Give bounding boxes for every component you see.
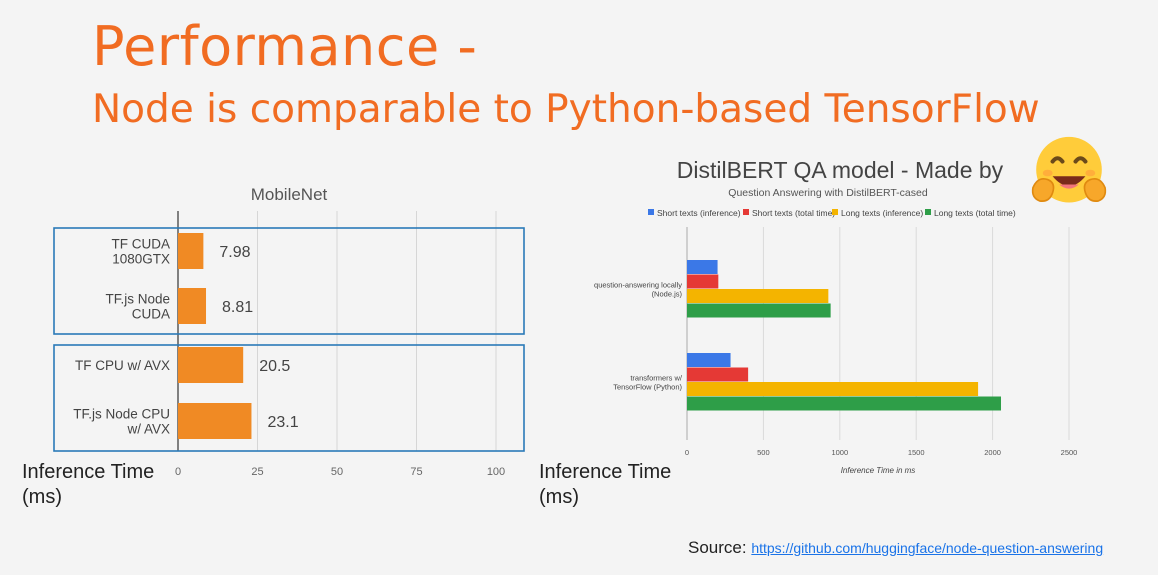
category-label: question-answering locally [594, 281, 682, 290]
category-label: transformers w/ [630, 374, 683, 383]
legend-swatch [743, 209, 749, 215]
x-tick-label: 75 [410, 466, 422, 478]
group-box [53, 344, 525, 452]
data-label: 7.98 [219, 244, 250, 261]
chart-title: Question Answering with DistilBERT-cased [728, 187, 928, 199]
hugging-face-icon [1031, 136, 1107, 203]
chart-title: MobileNet [251, 185, 328, 204]
bar [687, 353, 731, 367]
distilbert-chart: DistilBERT QA model - Made by Question An… [539, 157, 1078, 508]
legend-label: Short texts (inference) [657, 208, 741, 218]
data-label: 23.1 [267, 414, 298, 431]
data-label: 8.81 [222, 299, 253, 316]
bar [178, 347, 244, 383]
category-label: (Node.js) [652, 290, 683, 299]
x-tick-label: 50 [331, 466, 343, 478]
bar [178, 233, 204, 269]
category-label: TF.js Node CPU [73, 407, 170, 422]
x-tick-label: 100 [487, 466, 505, 478]
x-tick-label: 2500 [1061, 448, 1078, 457]
category-label: TF CPU w/ AVX [75, 358, 170, 373]
bar [687, 303, 831, 318]
x-tick-label: 1500 [908, 448, 925, 457]
outer-axis-title: (ms) [539, 486, 579, 508]
x-tick-label: 500 [757, 448, 770, 457]
category-label: w/ AVX [126, 422, 170, 437]
x-tick-label: 25 [251, 466, 263, 478]
legend-swatch [832, 209, 838, 215]
group-box [53, 227, 525, 335]
source-label: Source: [688, 538, 747, 557]
bar [687, 396, 1002, 411]
x-tick-label: 0 [175, 466, 181, 478]
legend-label: Long texts (inference) [841, 208, 923, 218]
x-tick-label: 2000 [984, 448, 1001, 457]
source-citation: Source: https://github.com/huggingface/n… [688, 538, 1103, 558]
source-link[interactable]: https://github.com/huggingface/node-ques… [751, 540, 1104, 556]
category-label: TF.js Node [105, 292, 170, 307]
category-label: TF CUDA [112, 237, 171, 252]
legend-swatch [925, 209, 931, 215]
x-tick-label: 0 [685, 448, 689, 457]
x-axis-title: Inference Time [22, 461, 154, 483]
slide-title: Performance - [92, 15, 478, 78]
category-label: TensorFlow (Python) [613, 383, 682, 392]
slide-subtitle: Node is comparable to Python-based Tenso… [92, 87, 1040, 132]
bar [687, 382, 979, 396]
x-tick-label: 1000 [831, 448, 848, 457]
legend-label: Short texts (total time) [752, 208, 835, 218]
bar [687, 274, 719, 289]
bar [178, 403, 252, 439]
chart-heading: DistilBERT QA model - Made by [677, 157, 1004, 183]
category-label: CUDA [132, 307, 170, 322]
x-axis-title: (ms) [22, 486, 62, 508]
x-axis-title: Inference Time in ms [841, 466, 916, 475]
bar [687, 289, 829, 303]
legend-swatch [648, 209, 654, 215]
category-label: 1080GTX [112, 252, 170, 267]
legend-label: Long texts (total time) [934, 208, 1016, 218]
bar [178, 288, 207, 324]
data-label: 20.5 [259, 358, 290, 375]
bar [687, 260, 718, 274]
bar [687, 367, 749, 382]
outer-axis-title: Inference Time [539, 461, 671, 483]
